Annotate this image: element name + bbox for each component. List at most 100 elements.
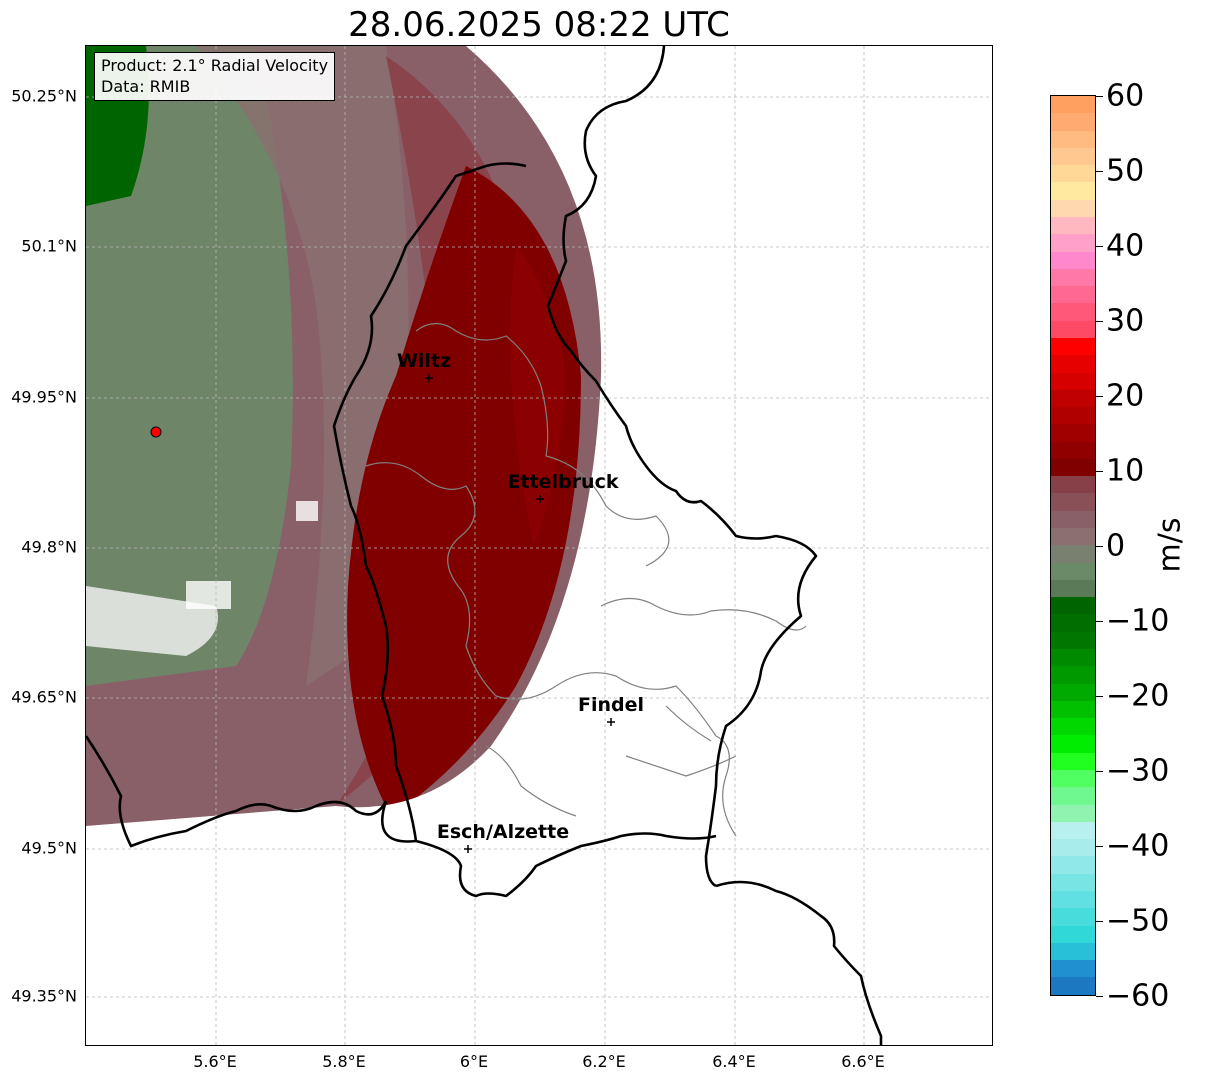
colorbar-tick bbox=[1096, 771, 1103, 772]
colorbar-segment bbox=[1051, 320, 1095, 338]
colorbar-segment bbox=[1051, 216, 1095, 235]
colorbar-segment bbox=[1051, 147, 1095, 166]
colorbar-segment bbox=[1051, 804, 1095, 822]
colorbar-segment bbox=[1051, 493, 1095, 511]
colorbar-tick bbox=[1096, 96, 1103, 97]
city-label-wiltz: Wiltz bbox=[396, 350, 452, 372]
colorbar-tick bbox=[1096, 396, 1103, 397]
product-label: Product: 2.1° Radial Velocity bbox=[101, 56, 329, 75]
map-title: 28.06.2025 08:22 UTC bbox=[348, 5, 730, 45]
colorbar-segment bbox=[1051, 165, 1095, 183]
colorbar-segment bbox=[1051, 821, 1095, 840]
colorbar-segment bbox=[1051, 441, 1095, 459]
colorbar-segment bbox=[1051, 735, 1095, 753]
colorbar-segment bbox=[1051, 372, 1095, 390]
colorbar-segment bbox=[1051, 649, 1095, 667]
colorbar-tick bbox=[1096, 696, 1103, 697]
colorbar-segment bbox=[1051, 683, 1095, 701]
colorbar-segment bbox=[1051, 666, 1095, 684]
colorbar-segment bbox=[1051, 476, 1095, 494]
colorbar-segment bbox=[1051, 337, 1095, 356]
radar-site-marker[interactable] bbox=[150, 426, 162, 438]
colorbar-segment bbox=[1051, 389, 1095, 408]
colorbar-segment bbox=[1051, 752, 1095, 770]
colorbar-tick-label: 20 bbox=[1106, 378, 1145, 414]
colorbar-segment bbox=[1051, 268, 1095, 287]
colorbar-tick-label: 10 bbox=[1106, 453, 1145, 489]
colorbar-tick bbox=[1096, 921, 1103, 922]
colorbar-tick bbox=[1096, 471, 1103, 472]
colorbar-segment bbox=[1051, 614, 1095, 632]
colorbar-tick bbox=[1096, 171, 1103, 172]
colorbar-segment bbox=[1051, 769, 1095, 788]
colorbar-segment bbox=[1051, 960, 1095, 978]
colorbar-segment bbox=[1051, 407, 1095, 425]
x-tick-label: 6.6°E bbox=[841, 1052, 885, 1071]
y-tick-label: 49.5°N bbox=[21, 838, 77, 858]
colorbar-tick bbox=[1096, 246, 1103, 247]
colorbar-tick-label: −60 bbox=[1106, 978, 1170, 1014]
colorbar-segment bbox=[1051, 873, 1095, 891]
y-tick-label: 50.1°N bbox=[21, 236, 77, 256]
colorbar-segment bbox=[1051, 234, 1095, 252]
colorbar-tick-label: 0 bbox=[1106, 528, 1126, 564]
x-tick-label: 6.4°E bbox=[712, 1052, 756, 1071]
colorbar-tick-label: −40 bbox=[1106, 828, 1170, 864]
colorbar-segment bbox=[1051, 458, 1095, 477]
colorbar-tick bbox=[1096, 996, 1103, 997]
colorbar-segment bbox=[1051, 700, 1095, 719]
colorbar-segment bbox=[1051, 182, 1095, 200]
colorbar-tick-label: 60 bbox=[1106, 78, 1145, 114]
colorbar-segment bbox=[1051, 545, 1095, 563]
colorbar-tick bbox=[1096, 846, 1103, 847]
radar-map-svg bbox=[86, 46, 992, 1045]
colorbar-tick bbox=[1096, 546, 1103, 547]
colorbar-segment bbox=[1051, 303, 1095, 321]
colorbar-segment bbox=[1051, 856, 1095, 874]
colorbar-segment bbox=[1051, 908, 1095, 926]
radar-echo-layer bbox=[86, 46, 602, 826]
colorbar-segment bbox=[1051, 355, 1095, 373]
country-borders bbox=[86, 46, 883, 1045]
colorbar-segment bbox=[1051, 528, 1095, 546]
colorbar-segment bbox=[1051, 718, 1095, 736]
colorbar-segment bbox=[1051, 977, 1095, 995]
colorbar-tick-label: −20 bbox=[1106, 678, 1170, 714]
y-tick-label: 49.95°N bbox=[11, 387, 77, 407]
colorbar-segment bbox=[1051, 942, 1095, 961]
colorbar-segment bbox=[1051, 286, 1095, 304]
colorbar-tick-label: 50 bbox=[1106, 153, 1145, 189]
velocity-colorbar bbox=[1050, 95, 1096, 996]
colorbar-segment bbox=[1051, 579, 1095, 598]
product-info-box: Product: 2.1° Radial Velocity Data: RMIB bbox=[94, 52, 336, 101]
colorbar-segment bbox=[1051, 787, 1095, 805]
colorbar-segment bbox=[1051, 597, 1095, 615]
colorbar-tick bbox=[1096, 321, 1103, 322]
colorbar-segment bbox=[1051, 562, 1095, 580]
colorbar-segment bbox=[1051, 839, 1095, 857]
canton-borders bbox=[365, 322, 807, 837]
data-source-label: Data: RMIB bbox=[101, 77, 191, 96]
radar-map[interactable] bbox=[85, 45, 993, 1046]
colorbar-segment bbox=[1051, 96, 1095, 114]
colorbar-segment bbox=[1051, 925, 1095, 943]
colorbar-segment bbox=[1051, 130, 1095, 148]
colorbar-segment bbox=[1051, 890, 1095, 909]
y-tick-label: 49.65°N bbox=[11, 687, 77, 707]
x-tick-label: 6°E bbox=[459, 1052, 489, 1071]
colorbar-segment bbox=[1051, 510, 1095, 529]
city-markers bbox=[425, 374, 615, 853]
colorbar-segment bbox=[1051, 113, 1095, 131]
x-tick-label: 5.8°E bbox=[322, 1052, 366, 1071]
city-label-esch-alzette: Esch/Alzette bbox=[436, 821, 570, 843]
colorbar-tick-label: 30 bbox=[1106, 303, 1145, 339]
y-tick-label: 49.8°N bbox=[21, 537, 77, 557]
y-tick-label: 49.35°N bbox=[11, 986, 77, 1006]
city-label-ettelbruck: Ettelbruck bbox=[507, 471, 619, 493]
city-label-findel: Findel bbox=[577, 694, 645, 716]
colorbar-tick-label: −50 bbox=[1106, 903, 1170, 939]
x-tick-label: 5.6°E bbox=[193, 1052, 237, 1071]
y-tick-label: 50.25°N bbox=[11, 86, 77, 106]
colorbar-tick bbox=[1096, 621, 1103, 622]
colorbar-tick-label: 40 bbox=[1106, 228, 1145, 264]
